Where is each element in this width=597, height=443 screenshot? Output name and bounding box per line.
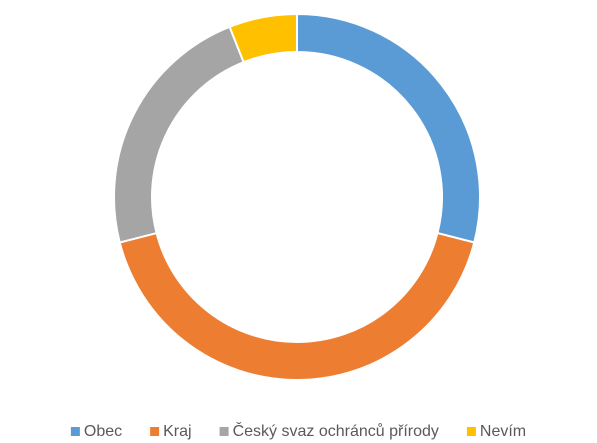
legend-label: Nevím [480, 423, 526, 440]
legend-swatch [466, 427, 476, 436]
legend-swatch [150, 427, 160, 436]
legend-label: Český svaz ochránců přírody [233, 421, 439, 440]
donut-segment [228, 12, 298, 64]
legend-swatch [70, 427, 80, 436]
donut-segment [118, 231, 476, 381]
donut-segment [113, 25, 245, 244]
donut-segment [296, 12, 481, 244]
legend-label: Obec [84, 423, 122, 440]
legend-swatch [219, 427, 229, 436]
legend-label: Kraj [163, 423, 191, 440]
